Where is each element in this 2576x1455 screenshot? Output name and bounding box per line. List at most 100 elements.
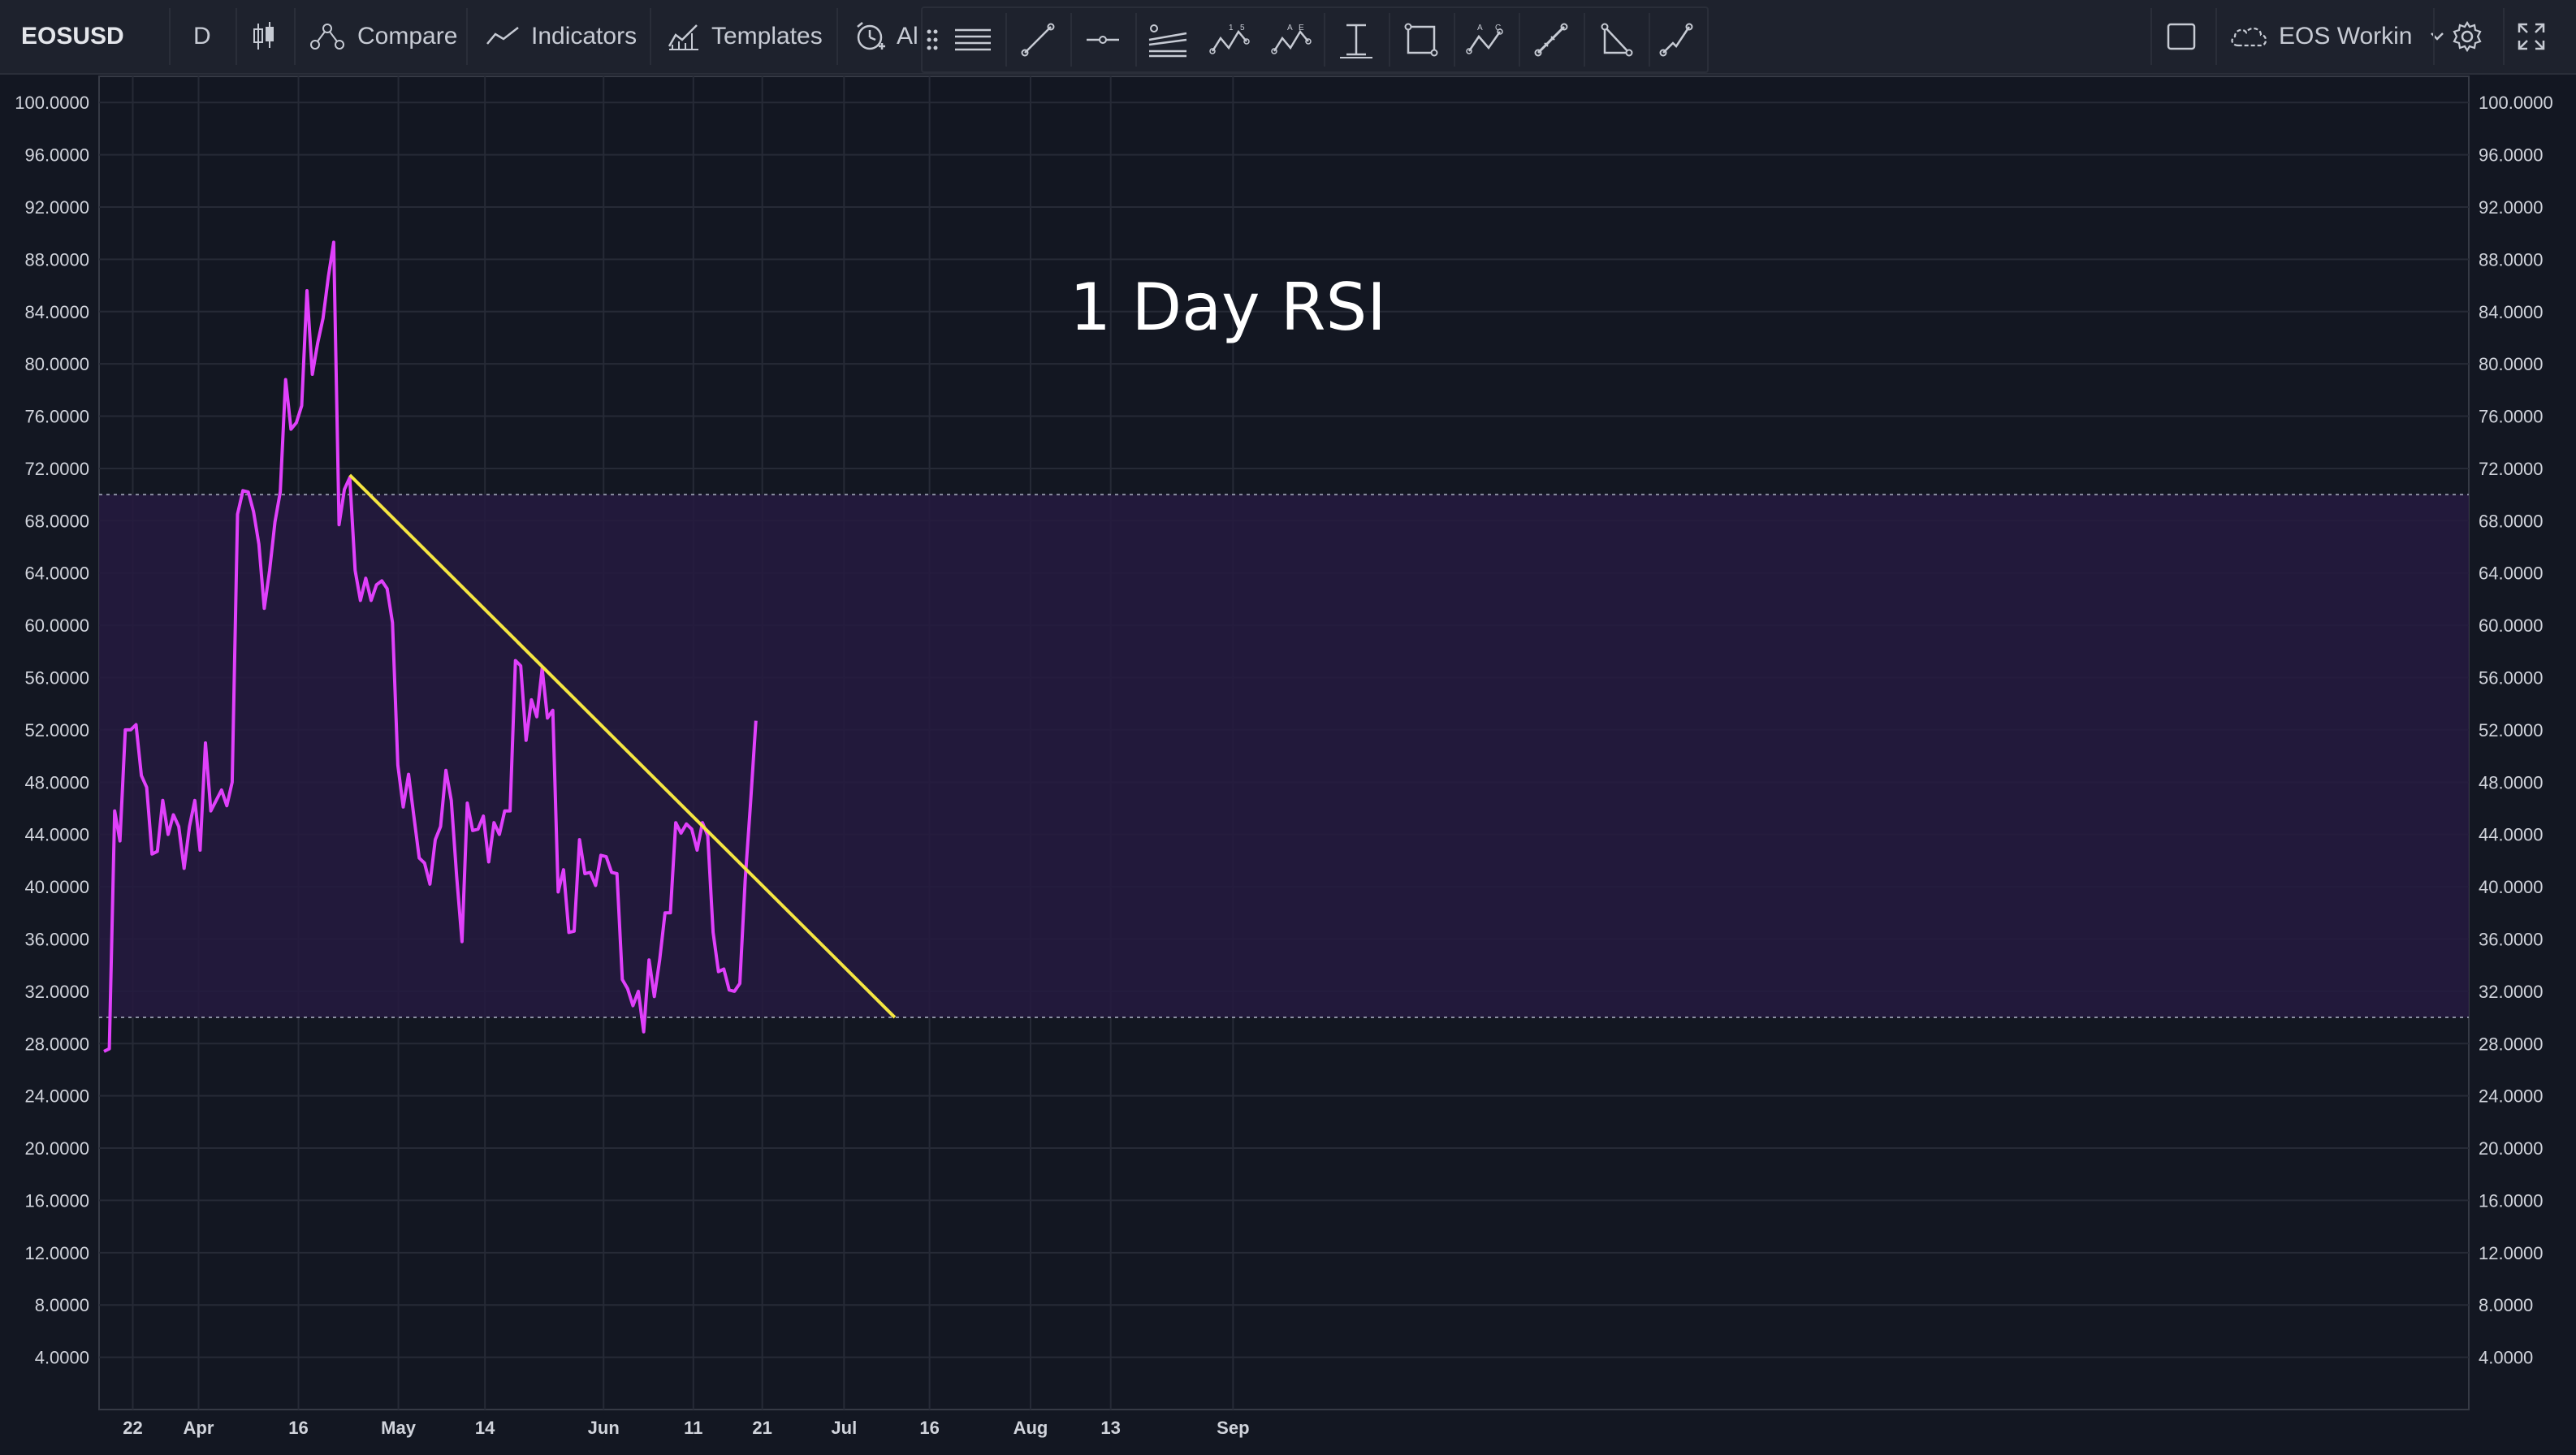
indicators-icon (486, 27, 519, 45)
gear-icon (2453, 20, 2482, 53)
toolbar-divider (1454, 13, 1455, 67)
indicators-button[interactable]: Indicators (486, 0, 637, 73)
y-tick-label: 84.0000 (2479, 302, 2544, 322)
templates-button[interactable]: Templates (668, 0, 823, 73)
toolbar-divider (836, 8, 838, 65)
y-tick-label: 48.0000 (2479, 772, 2544, 792)
x-tick-label: 22 (123, 1418, 142, 1438)
y-tick-label: 4.0000 (35, 1348, 89, 1368)
price-range-tool[interactable] (1325, 8, 1387, 71)
y-tick-label: 56.0000 (2479, 668, 2544, 689)
toolbar-divider (1324, 13, 1325, 67)
fullscreen-rect-button[interactable] (2167, 0, 2196, 73)
y-tick-label: 76.0000 (2479, 407, 2544, 427)
y-tick-label: 20.0000 (24, 1138, 89, 1159)
x-tick-label: 16 (919, 1418, 939, 1438)
y-tick-label: 48.0000 (24, 772, 89, 792)
abcd-pattern-icon: A C (1466, 24, 1503, 54)
rsi-series-line (103, 240, 758, 1053)
interval-button[interactable]: D (193, 23, 211, 50)
triangle-tool[interactable] (1585, 8, 1647, 71)
compare-button[interactable]: Compare (309, 0, 457, 73)
toolbar-divider (650, 8, 651, 65)
y-tick-label: 40.0000 (2479, 877, 2544, 897)
y-tick-label: 32.0000 (2479, 982, 2544, 1002)
chevron-down-icon (2430, 32, 2444, 41)
horizontal-ray-tool[interactable] (1072, 8, 1134, 71)
trend-line-drawing[interactable] (348, 473, 897, 1019)
y-tick-label: 44.0000 (2479, 825, 2544, 845)
y-tick-label: 8.0000 (35, 1295, 89, 1315)
time-axis[interactable]: 22 Apr 16 May 14 Jun 11 21 Jul 16 Aug 13 Sep (123, 1418, 1249, 1438)
toolbar-divider (169, 8, 171, 65)
y-tick-label: 72.0000 (2479, 459, 2544, 479)
rsi-chart[interactable]: 100.0000 96.0000 92.0000 88.0000 84.0000 80.0… (0, 75, 2576, 1455)
toolbar-divider (236, 8, 237, 65)
toolbar-divider (1584, 13, 1585, 67)
y-tick-label: 88.0000 (2479, 249, 2544, 270)
abcd-pattern-tool[interactable]: A C (1455, 8, 1517, 71)
indicators-label: Indicators (531, 23, 638, 50)
symbol-search-button[interactable]: EOSUSD (21, 23, 124, 50)
y-tick-label: 72.0000 (24, 459, 89, 479)
toolbar-divider (1135, 13, 1137, 67)
chart-style-button[interactable] (252, 0, 276, 73)
path-tool[interactable] (1645, 8, 1707, 71)
ruler-tool[interactable] (1520, 8, 1582, 71)
y-tick-label: 52.0000 (2479, 720, 2544, 740)
y-tick-label: 92.0000 (2479, 197, 2544, 218)
x-tick-label: 21 (752, 1418, 772, 1438)
rectangle-tool[interactable] (1390, 8, 1452, 71)
layout-menu-button[interactable]: EOS Workin (2228, 0, 2445, 73)
toolbar-divider (1519, 13, 1520, 67)
parallel-channel-tool[interactable] (1137, 8, 1199, 71)
expand-icon (2518, 23, 2545, 50)
y-tick-label: 68.0000 (2479, 511, 2544, 531)
y-tick-label: 44.0000 (24, 825, 89, 845)
y-tick-label: 52.0000 (24, 720, 89, 740)
x-tick-label: Apr (184, 1418, 214, 1438)
svg-text:5: 5 (1240, 24, 1245, 32)
toolbar-divider (1389, 13, 1390, 67)
toolbar-divider (294, 8, 296, 65)
settings-button[interactable] (2451, 0, 2483, 73)
x-tick-label: 11 (684, 1418, 702, 1438)
compare-icon (310, 24, 344, 50)
x-tick-label: Sep (1217, 1418, 1249, 1438)
y-tick-label: 40.0000 (24, 877, 89, 897)
y-tick-label: 96.0000 (24, 145, 89, 166)
candlestick-icon (253, 22, 274, 50)
drag-handle-icon[interactable] (926, 28, 939, 52)
toolbar-divider (2150, 8, 2152, 65)
rectangle-icon (1404, 23, 1438, 57)
toolbar-divider (1070, 13, 1072, 67)
x-tick-label: May (381, 1418, 417, 1438)
top-toolbar: EOSUSD D Compare Indicators (0, 0, 2576, 75)
x-tick-label: 13 (1100, 1418, 1120, 1438)
svg-text:C: C (1495, 24, 1501, 32)
y-tick-label: 100.0000 (2479, 93, 2553, 113)
horizontal-lines-tool[interactable] (942, 8, 1004, 71)
y-tick-label: 80.0000 (24, 354, 89, 374)
y-tick-label: 92.0000 (24, 197, 89, 218)
xabcd-pattern-tool[interactable]: 1 5 (1199, 8, 1260, 71)
trend-line-tool[interactable] (1007, 8, 1069, 71)
y-tick-label: 60.0000 (24, 615, 89, 636)
y-tick-label: 4.0000 (2479, 1348, 2533, 1368)
alert-button[interactable]: Al (854, 0, 918, 73)
svg-text:A: A (1287, 24, 1293, 32)
y-tick-label: 8.0000 (2479, 1295, 2533, 1315)
alarm-clock-icon (857, 22, 885, 50)
horizontal-lines-icon (955, 28, 991, 51)
toolbar-divider (1005, 13, 1007, 67)
elliott-wave-tool[interactable]: A E (1260, 8, 1322, 71)
y-tick-label: 56.0000 (24, 668, 89, 689)
toolbar-divider (2503, 8, 2505, 65)
y-tick-label: 36.0000 (2479, 929, 2544, 949)
expand-button[interactable] (2516, 0, 2547, 73)
left-price-axis[interactable]: 100.0000 96.0000 92.0000 88.0000 84.0000 80.0… (15, 93, 89, 1367)
y-tick-label: 88.0000 (24, 249, 89, 270)
x-tick-label: Jun (588, 1418, 620, 1438)
right-price-axis[interactable]: 100.0000 96.0000 92.0000 88.0000 84.0000 80.0… (2479, 93, 2553, 1367)
rsi-band-fill (99, 494, 2469, 1018)
